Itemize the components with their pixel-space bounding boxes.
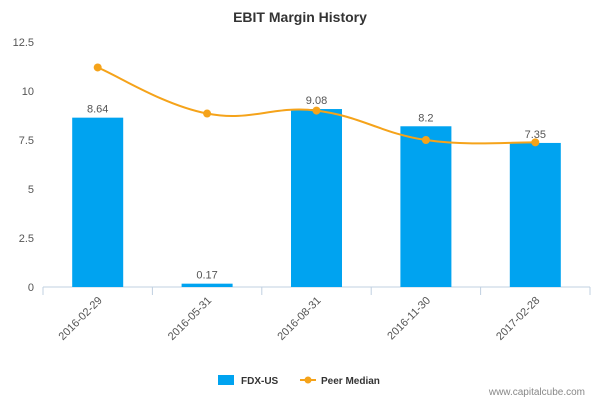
- x-tick-label: 2016-08-31: [275, 295, 323, 343]
- bar-2016-08-31[interactable]: [291, 109, 342, 287]
- data-label: 7.35: [525, 129, 546, 141]
- legend-dot-swatch: [304, 376, 312, 384]
- data-label: 9.08: [306, 95, 327, 107]
- legend-bar-swatch: [218, 375, 234, 385]
- data-label: 0.17: [196, 270, 217, 282]
- peer-median-point-2016-08-31[interactable]: [312, 106, 321, 115]
- bar-data-labels: 8.64 0.17 9.08 8.2 7.35: [87, 95, 546, 282]
- data-label: 8.2: [418, 112, 433, 124]
- y-tick-label: 10: [22, 86, 34, 98]
- bar-2017-02-28[interactable]: [509, 142, 561, 287]
- x-tick-label: 2016-05-31: [166, 295, 214, 343]
- legend: FDX-US Peer Median: [218, 375, 380, 387]
- legend-item-fdx[interactable]: FDX-US: [218, 375, 279, 387]
- bar-series: [72, 109, 561, 287]
- x-tick-label: 2016-02-29: [57, 295, 105, 343]
- x-axis-tick-marks: [42, 287, 591, 295]
- peer-median-point-2016-02-29[interactable]: [93, 63, 102, 72]
- legend-label-peer-median: Peer Median: [321, 376, 380, 387]
- y-tick-label: 5: [28, 184, 34, 196]
- y-tick-label: 12.5: [13, 37, 34, 49]
- data-label: 8.64: [87, 104, 108, 116]
- x-tick-label: 2016-11-30: [385, 295, 433, 343]
- y-tick-label: 2.5: [19, 233, 34, 245]
- y-tick-label: 0: [28, 282, 34, 294]
- bar-2016-02-29[interactable]: [72, 117, 124, 287]
- peer-median-point-2016-05-31[interactable]: [203, 109, 212, 118]
- x-tick-label: 2017-02-28: [494, 295, 542, 343]
- chart-title: EBIT Margin History: [233, 9, 367, 25]
- peer-median-point-2016-11-30[interactable]: [421, 136, 430, 144]
- peer-median-point-2017-02-28[interactable]: [531, 138, 540, 147]
- peer-median-series: [93, 63, 540, 147]
- y-tick-label: 7.5: [19, 135, 34, 147]
- watermark: www.capitalcube.com: [488, 387, 585, 398]
- bar-2016-11-30[interactable]: [400, 126, 452, 287]
- bar-2016-05-31[interactable]: [181, 283, 233, 287]
- legend-item-peer-median[interactable]: Peer Median: [300, 376, 380, 387]
- y-axis-ticks: 0 2.5 5 7.5 10 12.5: [13, 37, 34, 294]
- x-axis-labels: 2016-02-29 2016-05-31 2016-08-31 2016-11-30…: [57, 295, 543, 343]
- legend-label-fdx: FDX-US: [241, 376, 279, 387]
